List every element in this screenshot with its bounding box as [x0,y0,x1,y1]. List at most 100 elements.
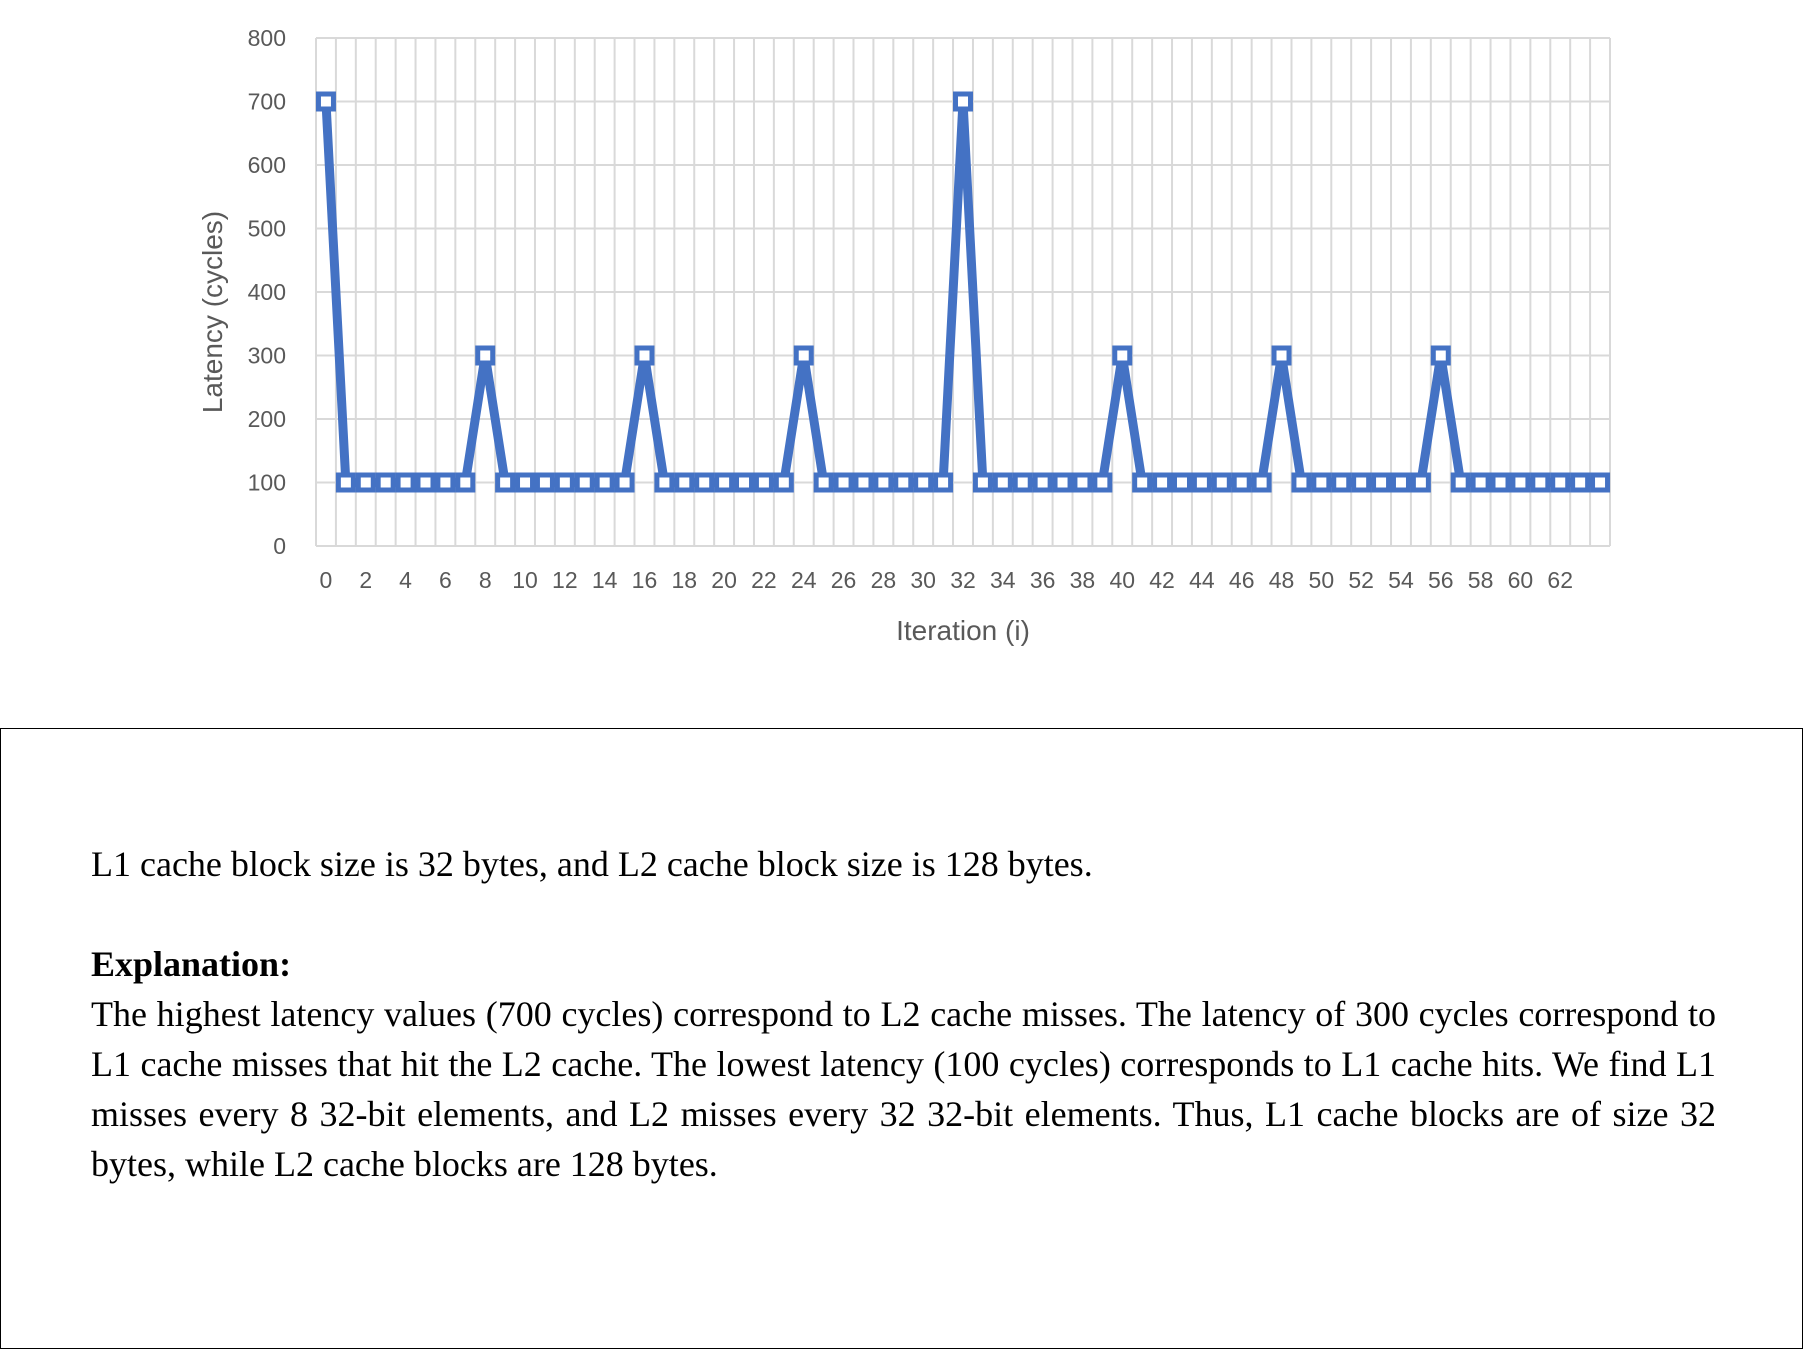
y-tick-label: 0 [273,533,286,559]
y-tick-label: 100 [248,470,286,496]
data-point-marker [375,472,396,493]
answer-content: L1 cache block size is 32 bytes, and L2 … [91,839,1716,1189]
data-point-marker [1251,472,1272,493]
answer-statement: L1 cache block size is 32 bytes, and L2 … [91,844,1093,884]
explanation-text: The highest latency values (700 cycles) … [91,994,1716,1184]
data-point-marker [813,472,834,493]
x-tick-label: 56 [1428,567,1454,593]
x-tick-label: 36 [1030,567,1056,593]
y-tick-label: 400 [248,279,286,305]
data-point-marker [1271,345,1292,366]
data-point-marker [614,472,635,493]
data-point-marker [913,472,934,493]
y-tick-label: 800 [248,25,286,51]
data-point-marker [1012,472,1033,493]
x-tick-label: 2 [359,567,372,593]
data-point-marker [1231,472,1252,493]
data-point-marker [1331,472,1352,493]
y-tick-label: 600 [248,152,286,178]
data-point-marker [435,472,456,493]
x-tick-label: 32 [950,567,976,593]
data-point-marker [853,472,874,493]
x-tick-label: 54 [1388,567,1414,593]
data-point-marker [1590,472,1611,493]
x-tick-label: 60 [1508,567,1534,593]
x-tick-label: 48 [1269,567,1295,593]
data-point-marker [1371,472,1392,493]
data-point-marker [734,472,755,493]
y-axis-title: Latency (cycles) [197,211,228,413]
data-point-marker [1311,472,1332,493]
data-point-marker [1291,472,1312,493]
data-point-marker [1450,472,1471,493]
data-point-marker [1032,472,1053,493]
x-tick-label: 12 [552,567,578,593]
data-point-marker [1510,472,1531,493]
data-point-marker [1152,472,1173,493]
x-tick-label: 44 [1189,567,1215,593]
x-tick-label: 18 [671,567,697,593]
data-point-marker [1550,472,1571,493]
data-point-marker [972,472,993,493]
data-point-marker [1530,472,1551,493]
data-point-marker [335,472,356,493]
x-tick-label: 26 [831,567,857,593]
x-tick-label: 30 [910,567,936,593]
x-tick-label: 0 [320,567,333,593]
data-point-marker [933,472,954,493]
data-point-marker [1092,472,1113,493]
x-tick-label: 8 [479,567,492,593]
x-tick-label: 4 [399,567,412,593]
data-point-marker [1171,472,1192,493]
data-point-marker [1490,472,1511,493]
data-point-marker [594,472,615,493]
x-tick-label: 40 [1109,567,1135,593]
data-point-marker [1052,472,1073,493]
data-point-marker [714,472,735,493]
grid-lines [315,37,1611,547]
x-tick-label: 58 [1468,567,1494,593]
data-point-marker [455,472,476,493]
data-point-marker [315,91,336,112]
data-point-marker [554,472,575,493]
data-point-marker [1112,345,1133,366]
y-tick-label: 700 [248,89,286,115]
data-point-marker [515,472,536,493]
x-tick-label: 38 [1070,567,1096,593]
x-tick-label: 42 [1149,567,1175,593]
data-point-marker [1430,345,1451,366]
x-tick-label: 16 [632,567,658,593]
data-point-marker [534,472,555,493]
x-tick-labels: 0 2 4 6 8 10 12 14 16 18 20 22 24 26 28 30 32 34 36 38 40 42 4… [320,567,1573,593]
x-axis-title: Iteration (i) [896,615,1030,646]
y-tick-labels: 0 100 200 300 400 500 600 700 800 [248,25,286,559]
x-tick-label: 50 [1309,567,1335,593]
latency-series [315,91,1611,493]
data-point-marker [873,472,894,493]
data-point-marker [992,472,1013,493]
data-point-marker [1351,472,1372,493]
data-point-marker [1470,472,1491,493]
x-tick-label: 10 [512,567,538,593]
x-tick-label: 6 [439,567,452,593]
data-point-marker [1132,472,1153,493]
x-tick-label: 22 [751,567,777,593]
data-point-marker [1570,472,1591,493]
data-point-marker [1072,472,1093,493]
data-point-marker [495,472,516,493]
data-point-marker [634,345,655,366]
x-tick-label: 34 [990,567,1016,593]
explanation-heading: Explanation: [91,944,292,984]
x-tick-label: 28 [871,567,897,593]
data-point-marker [773,472,794,493]
data-point-marker [1390,472,1411,493]
data-point-marker [355,472,376,493]
data-point-marker [1410,472,1431,493]
x-tick-label: 52 [1348,567,1374,593]
data-point-marker [674,472,695,493]
data-point-marker [1191,472,1212,493]
data-point-marker [893,472,914,493]
data-point-marker [1211,472,1232,493]
data-point-marker [753,472,774,493]
